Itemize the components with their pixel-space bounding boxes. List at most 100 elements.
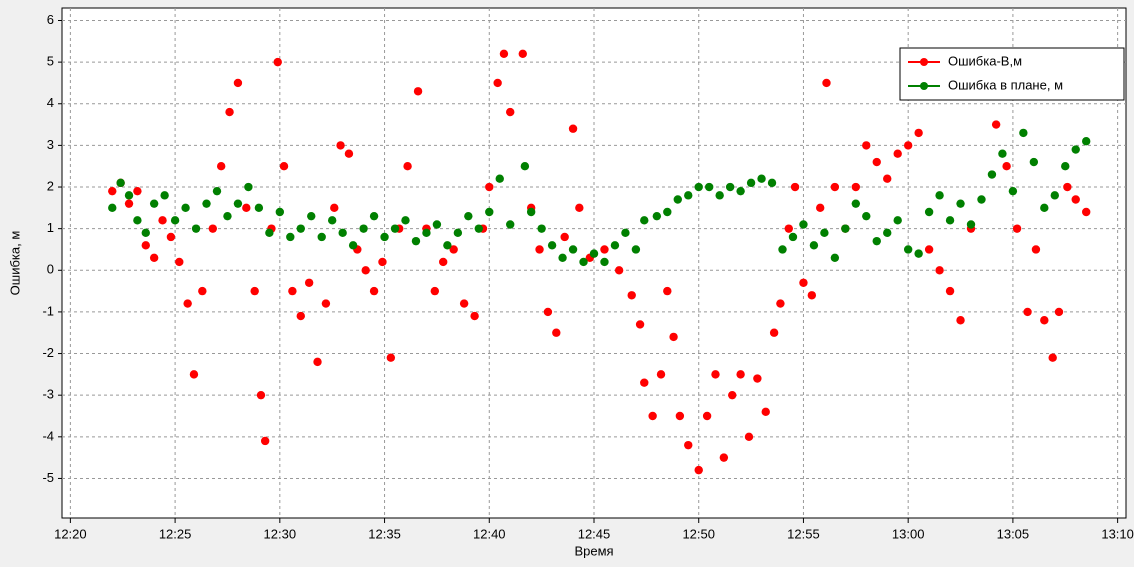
x-tick-label: 12:35 xyxy=(368,526,401,541)
point xyxy=(893,149,902,158)
point xyxy=(903,245,913,254)
point xyxy=(485,207,494,217)
point xyxy=(640,378,649,387)
point xyxy=(520,162,530,171)
point xyxy=(330,203,339,213)
point xyxy=(449,245,458,254)
point xyxy=(198,286,207,296)
point xyxy=(413,87,423,96)
point xyxy=(149,199,159,208)
point xyxy=(1008,186,1018,196)
point xyxy=(378,257,387,267)
point xyxy=(380,232,389,242)
point xyxy=(170,216,180,225)
point xyxy=(935,266,944,275)
point xyxy=(998,149,1007,158)
point xyxy=(124,191,134,200)
point xyxy=(275,207,285,217)
x-tick-label: 13:00 xyxy=(892,526,925,541)
point xyxy=(684,191,693,200)
point xyxy=(1002,162,1011,171)
point xyxy=(753,374,762,383)
point xyxy=(422,228,431,238)
point xyxy=(474,224,484,233)
point xyxy=(669,332,678,342)
point xyxy=(506,220,515,229)
point xyxy=(575,203,584,213)
point xyxy=(470,311,479,321)
point xyxy=(862,211,871,221)
point xyxy=(535,245,544,254)
point xyxy=(702,411,712,421)
point xyxy=(851,199,861,208)
point xyxy=(903,141,913,150)
point xyxy=(250,286,259,296)
point xyxy=(663,207,672,217)
point xyxy=(648,411,657,421)
point xyxy=(338,228,347,238)
point xyxy=(715,191,724,200)
y-tick-label: -5 xyxy=(42,470,54,485)
point xyxy=(1012,224,1022,233)
point xyxy=(790,182,800,192)
x-tick-label: 13:05 xyxy=(997,526,1030,541)
point xyxy=(390,224,400,233)
point xyxy=(411,236,421,246)
point xyxy=(631,245,641,254)
point xyxy=(600,257,609,267)
point xyxy=(133,186,142,196)
x-tick-label: 12:40 xyxy=(473,526,506,541)
point xyxy=(518,49,527,58)
point xyxy=(286,232,295,242)
point xyxy=(1040,316,1049,325)
point xyxy=(401,216,410,225)
point xyxy=(485,182,494,192)
point xyxy=(560,232,569,242)
y-tick-label: -3 xyxy=(42,387,54,402)
point xyxy=(260,436,270,446)
point xyxy=(1029,157,1039,167)
point xyxy=(443,241,452,250)
y-tick-label: 1 xyxy=(47,220,54,235)
point xyxy=(568,124,578,133)
point xyxy=(746,178,756,188)
point xyxy=(799,278,808,287)
point xyxy=(537,224,546,233)
point xyxy=(914,128,923,138)
point xyxy=(822,78,831,88)
point xyxy=(459,299,469,308)
x-tick-label: 12:45 xyxy=(578,526,611,541)
point xyxy=(778,245,787,254)
point xyxy=(307,211,316,221)
point xyxy=(694,182,703,192)
point xyxy=(728,390,737,400)
point xyxy=(977,195,986,204)
point xyxy=(684,440,693,450)
point xyxy=(893,216,902,225)
point xyxy=(1082,207,1091,217)
point xyxy=(830,253,840,262)
point xyxy=(124,199,134,208)
legend-label: Ошибка-В,м xyxy=(948,53,1022,68)
x-tick-label: 12:55 xyxy=(787,526,820,541)
legend-box xyxy=(899,47,1125,101)
point xyxy=(317,232,326,242)
point xyxy=(1063,182,1072,192)
point xyxy=(807,291,817,300)
point xyxy=(361,266,370,275)
point xyxy=(924,207,934,217)
x-tick-label: 12:30 xyxy=(264,526,297,541)
point xyxy=(208,224,218,233)
point xyxy=(493,78,502,88)
point xyxy=(149,253,159,262)
point xyxy=(872,157,881,167)
point xyxy=(883,228,892,238)
point xyxy=(558,253,567,262)
point xyxy=(327,216,337,225)
point xyxy=(799,220,808,229)
point xyxy=(225,107,234,117)
point xyxy=(966,220,976,229)
point xyxy=(183,299,192,308)
point xyxy=(769,328,779,337)
point xyxy=(216,162,226,171)
